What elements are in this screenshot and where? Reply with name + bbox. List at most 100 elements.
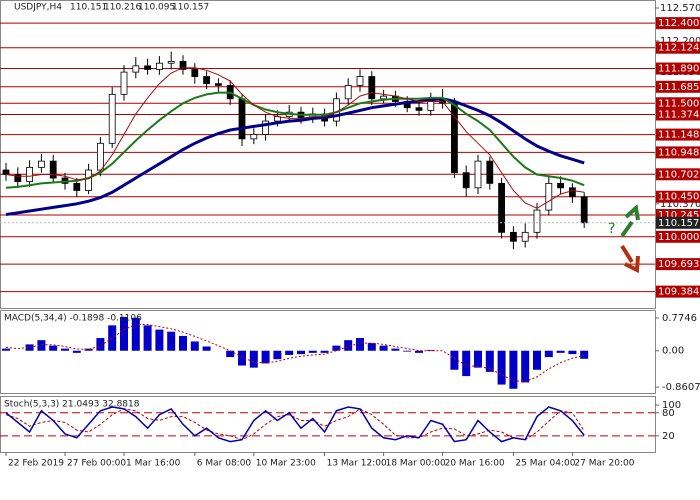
y-tick-label: -0.8607 bbox=[662, 382, 700, 393]
ohlc-label: 110.157 bbox=[172, 3, 209, 13]
macd-bar bbox=[2, 348, 10, 351]
level-label-bg bbox=[656, 285, 700, 298]
candle-body bbox=[368, 76, 376, 100]
x-tick-label: 27 Mar 20:00 bbox=[574, 459, 634, 469]
macd-bar bbox=[462, 350, 471, 377]
candle-body bbox=[356, 76, 364, 86]
level-label-bg bbox=[656, 108, 700, 121]
level-label-bg bbox=[656, 97, 700, 110]
macd-bar bbox=[120, 316, 128, 351]
level-label-bg bbox=[656, 62, 700, 75]
macd-bar bbox=[556, 350, 565, 353]
candle-body bbox=[108, 93, 116, 144]
x-tick-label: 10 Mar 23:00 bbox=[256, 459, 316, 469]
macd-bar bbox=[403, 350, 412, 352]
macd-bar bbox=[391, 348, 400, 351]
macd-bar bbox=[179, 335, 187, 351]
x-tick-label: 18 Mar 00:00 bbox=[386, 459, 446, 469]
y-tick-label: 112.200 bbox=[660, 36, 700, 47]
current-price-bg bbox=[656, 216, 700, 229]
candle-body bbox=[144, 65, 152, 70]
macd-bar bbox=[533, 350, 541, 370]
x-tick-label: 22 Feb 2019 bbox=[8, 459, 64, 469]
level-label-bg bbox=[656, 17, 700, 30]
macd-bar bbox=[474, 350, 482, 368]
x-tick-label: 1 Mar 16:00 bbox=[126, 459, 181, 469]
level-label-bg bbox=[656, 128, 700, 141]
macd-bar bbox=[96, 338, 105, 351]
level-label: 110.702 bbox=[658, 169, 699, 180]
macd-bar bbox=[320, 350, 329, 353]
level-label: 112.124 bbox=[658, 43, 699, 54]
candle-body bbox=[569, 187, 576, 198]
macd-bar bbox=[521, 350, 530, 383]
candle-body bbox=[203, 76, 211, 85]
y-tick-label: 0.7746 bbox=[662, 313, 697, 324]
macd-bar bbox=[356, 338, 364, 351]
macd-bar bbox=[415, 350, 423, 353]
level-label: 110.000 bbox=[658, 232, 699, 243]
ohlc-label: 110.095 bbox=[138, 3, 175, 13]
candle-body bbox=[250, 134, 258, 140]
macd-bar bbox=[450, 350, 459, 370]
stoch-panel bbox=[0, 396, 656, 453]
up-arrow bbox=[620, 204, 640, 238]
level-label: 109.384 bbox=[658, 287, 699, 298]
annotation: ? bbox=[608, 221, 615, 237]
level-label: 111.890 bbox=[658, 64, 699, 75]
down-arrow bbox=[620, 244, 640, 274]
candle-body bbox=[533, 209, 541, 233]
level-label-bg bbox=[656, 258, 700, 271]
macd-bar bbox=[167, 331, 176, 351]
y-tick-label: 110.370 bbox=[660, 199, 700, 210]
x-tick-label: 20 Mar 16:00 bbox=[445, 459, 505, 469]
x-tick-label: 6 Mar 08:00 bbox=[197, 459, 252, 469]
main-panel bbox=[0, 0, 656, 309]
candle-body bbox=[97, 142, 104, 171]
level-label: 110.948 bbox=[658, 147, 699, 158]
candle-body bbox=[191, 69, 199, 77]
moving-average bbox=[5, 97, 585, 216]
current-price-label: 110.157 bbox=[658, 218, 699, 229]
candle-body bbox=[332, 98, 340, 122]
macd-bar bbox=[202, 346, 211, 351]
level-label-bg bbox=[656, 146, 700, 159]
y-tick-label: 100 bbox=[662, 400, 681, 411]
candle-body bbox=[486, 160, 494, 184]
candle-body bbox=[498, 182, 506, 233]
candle-body bbox=[450, 102, 458, 174]
macd-bar bbox=[49, 345, 58, 351]
macd-bar bbox=[426, 349, 435, 351]
macd-bar bbox=[72, 350, 81, 353]
macd-bar bbox=[84, 348, 93, 351]
level-label-bg bbox=[656, 41, 700, 54]
candle-body bbox=[14, 174, 22, 182]
macd-bar bbox=[297, 350, 305, 355]
macd-bar bbox=[544, 350, 553, 358]
macd-bar bbox=[261, 350, 270, 364]
candle-body bbox=[474, 160, 482, 189]
signal-line bbox=[5, 324, 585, 383]
level-label: 109.693 bbox=[658, 259, 699, 270]
macd-bar bbox=[367, 343, 376, 351]
level-label-bg bbox=[656, 80, 700, 93]
candle-body bbox=[38, 160, 45, 168]
candle-body bbox=[120, 71, 128, 95]
moving-average bbox=[5, 91, 585, 189]
level-label: 112.400 bbox=[658, 18, 699, 29]
candle-body bbox=[214, 83, 222, 86]
level-label: 111.148 bbox=[658, 130, 699, 141]
level-label-bg bbox=[656, 168, 700, 181]
macd-bar bbox=[497, 350, 506, 385]
chart-title: USDJPY,H4 bbox=[14, 3, 62, 13]
level-label: 111.500 bbox=[658, 98, 699, 109]
macd-bar bbox=[155, 329, 164, 351]
candle-body bbox=[49, 160, 57, 179]
x-tick-label: 25 Mar 04:00 bbox=[515, 459, 575, 469]
macd-bar bbox=[344, 340, 353, 351]
candle-body bbox=[238, 98, 246, 140]
x-tick-label: 13 Mar 12:00 bbox=[327, 459, 387, 469]
macd-bar bbox=[332, 345, 341, 351]
